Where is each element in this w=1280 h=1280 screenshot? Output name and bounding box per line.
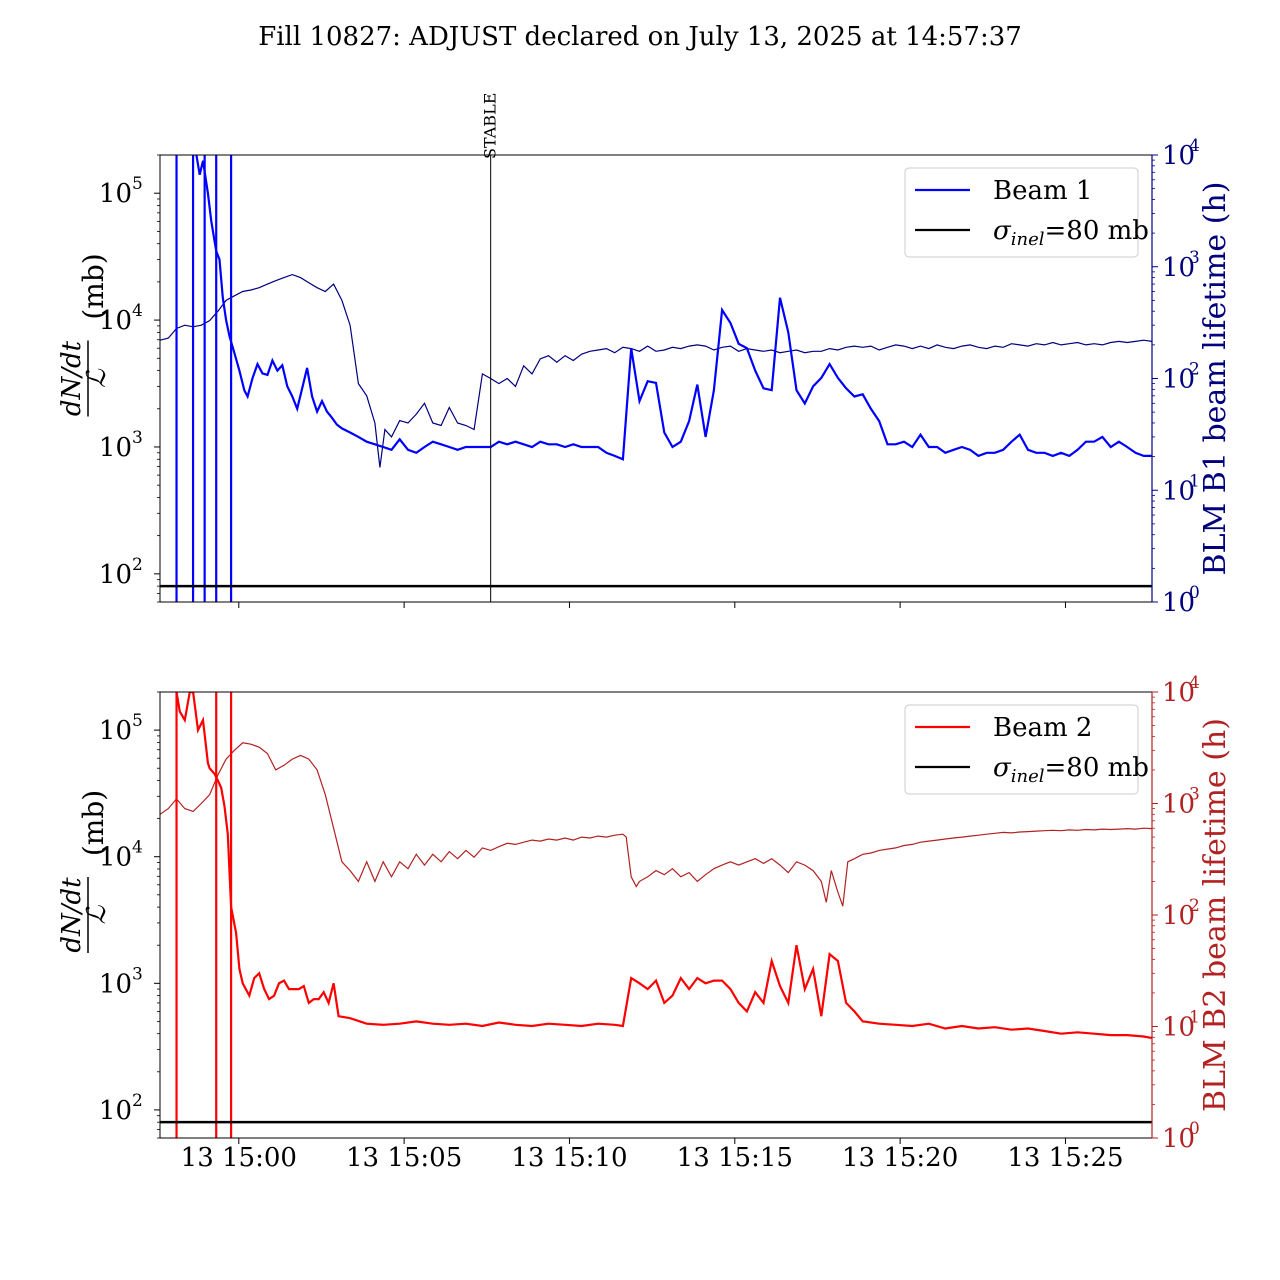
y-tick-label: 10 [99, 306, 132, 336]
y-axis-label-unit: (mb) [77, 790, 110, 856]
y-tick-exponent: 4 [132, 301, 143, 321]
x-tick-label: 13 15:00 [181, 1143, 297, 1173]
y2-tick-exponent: 0 [1189, 583, 1200, 603]
y-tick-label: 10 [99, 179, 132, 209]
y-tick-exponent: 4 [132, 838, 143, 858]
y-tick-exponent: 3 [132, 964, 143, 984]
y2-tick-label: 10 [1162, 141, 1195, 171]
y2-tick-exponent: 4 [1189, 673, 1200, 693]
legend-beam-label: Beam 1 [993, 176, 1092, 206]
y-axis-label-numerator: dN/dt [57, 877, 87, 953]
y-tick-label: 10 [99, 1096, 132, 1126]
x-tick-label: 13 15:20 [842, 1143, 958, 1173]
y-tick-label: 10 [99, 716, 132, 746]
y2-tick-label: 10 [1162, 588, 1195, 618]
legend: Beam 1 σinel=80 mb [904, 167, 1149, 258]
chart-title: Fill 10827: ADJUST declared on July 13, … [258, 22, 1022, 52]
y2-tick-exponent: 1 [1189, 471, 1200, 491]
y-axis-label-denominator: ℒ [82, 904, 112, 924]
y-axis-label-numerator: dN/dt [57, 340, 87, 416]
stable-marker-label: STABLE [481, 93, 500, 159]
y-tick-exponent: 3 [132, 428, 143, 448]
y-tick-exponent: 5 [132, 711, 143, 731]
y-tick-exponent: 5 [132, 174, 143, 194]
y2-tick-label: 10 [1162, 901, 1195, 931]
legend-beam-label: Beam 2 [993, 713, 1092, 743]
y-tick-exponent: 2 [132, 555, 143, 575]
x-tick-label: 13 15:15 [677, 1143, 793, 1173]
y2-tick-exponent: 3 [1189, 785, 1200, 805]
right-axis-label: BLM B2 beam lifetime (h) [1198, 718, 1233, 1112]
x-tick-label: 13 15:05 [346, 1143, 462, 1173]
y2-tick-label: 10 [1162, 790, 1195, 820]
x-tick-label: 13 15:10 [511, 1143, 627, 1173]
y2-tick-label: 10 [1162, 1124, 1195, 1154]
legend: Beam 2 σinel=80 mb [904, 704, 1149, 795]
y2-tick-exponent: 1 [1189, 1008, 1200, 1028]
y2-tick-exponent: 2 [1189, 360, 1200, 380]
y-axis-label-denominator: ℒ [82, 368, 112, 388]
y2-tick-label: 10 [1162, 476, 1195, 506]
y-tick-label: 10 [99, 843, 132, 873]
lifetime-series-line [160, 742, 1152, 907]
y-tick-label: 10 [99, 560, 132, 590]
x-tick-label: 13 15:25 [1007, 1143, 1123, 1173]
y-tick-label: 10 [99, 969, 132, 999]
y-axis-label-unit: (mb) [77, 253, 110, 319]
y2-tick-label: 10 [1162, 678, 1195, 708]
dndt-series-line [175, 692, 1152, 1040]
right-axis-label: BLM B1 beam lifetime (h) [1198, 182, 1233, 576]
y-tick-label: 10 [99, 433, 132, 463]
y2-tick-exponent: 3 [1189, 248, 1200, 268]
dndt-series-line [195, 155, 1152, 461]
legend-sigma-label: σinel=80 mb [993, 753, 1149, 787]
y2-tick-label: 10 [1162, 365, 1195, 395]
y2-tick-exponent: 0 [1189, 1119, 1200, 1139]
legend-sigma-label: σinel=80 mb [993, 216, 1149, 250]
y2-tick-label: 10 [1162, 1013, 1195, 1043]
lifetime-series-line [160, 273, 1152, 468]
y2-tick-label: 10 [1162, 253, 1195, 283]
y2-tick-exponent: 4 [1189, 136, 1200, 156]
y-tick-exponent: 2 [132, 1091, 143, 1111]
y2-tick-exponent: 2 [1189, 896, 1200, 916]
